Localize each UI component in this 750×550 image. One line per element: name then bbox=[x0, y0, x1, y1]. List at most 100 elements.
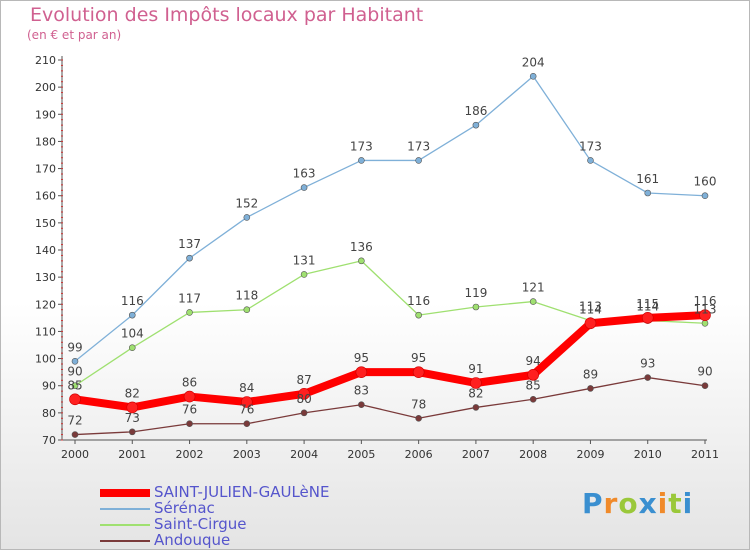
legend-swatch bbox=[100, 524, 150, 526]
series-point-3 bbox=[587, 385, 594, 392]
data-label-1: 99 bbox=[67, 340, 82, 354]
series-point-2 bbox=[415, 311, 422, 319]
series-line-3 bbox=[74, 376, 706, 436]
data-label-1: 173 bbox=[407, 139, 430, 153]
data-label-3: 85 bbox=[526, 378, 541, 392]
data-label-1: 163 bbox=[293, 167, 316, 181]
data-label-1: 204 bbox=[522, 55, 545, 69]
x-tick-label: 2005 bbox=[347, 448, 375, 461]
x-tick-label: 2010 bbox=[634, 448, 662, 461]
series-point-0 bbox=[412, 366, 425, 378]
series-point-0 bbox=[355, 366, 368, 378]
series-point-1 bbox=[529, 72, 537, 80]
data-label-2: 90 bbox=[67, 365, 82, 379]
series-line-1 bbox=[74, 75, 706, 362]
x-tick-label: 2001 bbox=[118, 448, 146, 461]
logo-letter: o bbox=[618, 487, 639, 520]
logo-letter: r bbox=[603, 487, 619, 520]
logo-letter: x bbox=[638, 487, 658, 520]
series-point-1 bbox=[472, 121, 480, 129]
logo-letter: t bbox=[668, 487, 683, 520]
series-point-1 bbox=[358, 157, 365, 164]
logo-letter: i bbox=[682, 487, 694, 520]
y-tick-label: 90 bbox=[42, 380, 56, 393]
data-label-0: 87 bbox=[296, 373, 311, 387]
data-label-3: 80 bbox=[296, 392, 311, 406]
data-label-0: 84 bbox=[239, 381, 254, 395]
data-label-2: 113 bbox=[579, 300, 602, 314]
series-point-2 bbox=[358, 257, 365, 265]
series-point-2 bbox=[701, 319, 709, 327]
logo-letter: i bbox=[657, 487, 669, 520]
data-label-3: 90 bbox=[697, 365, 712, 379]
data-label-1: 173 bbox=[350, 139, 373, 153]
series-point-0 bbox=[641, 312, 654, 324]
data-label-0: 95 bbox=[354, 351, 369, 365]
legend-swatch bbox=[100, 508, 150, 510]
series-point-1 bbox=[415, 157, 422, 164]
data-label-3: 83 bbox=[354, 384, 369, 398]
data-label-2: 136 bbox=[350, 240, 373, 254]
series-point-3 bbox=[128, 428, 136, 436]
data-label-3: 73 bbox=[125, 411, 140, 425]
y-tick-label: 120 bbox=[35, 298, 56, 311]
data-label-3: 76 bbox=[239, 403, 254, 417]
y-tick-label: 140 bbox=[35, 244, 56, 257]
x-tick-label: 2003 bbox=[233, 448, 261, 461]
series-point-1 bbox=[71, 357, 79, 365]
legend-swatch bbox=[100, 489, 150, 497]
y-tick-label: 190 bbox=[35, 108, 56, 121]
legend-swatch bbox=[100, 540, 150, 542]
logo-letter: P bbox=[582, 487, 604, 520]
data-label-1: 161 bbox=[636, 172, 659, 186]
data-label-0: 91 bbox=[468, 362, 483, 376]
data-label-2: 113 bbox=[694, 302, 717, 316]
series-point-0 bbox=[527, 369, 539, 381]
series-point-3 bbox=[358, 401, 365, 409]
y-tick-label: 80 bbox=[42, 407, 56, 420]
series-point-0 bbox=[470, 377, 482, 389]
data-label-3: 93 bbox=[640, 357, 655, 371]
data-label-0: 95 bbox=[411, 351, 426, 365]
y-tick-label: 110 bbox=[35, 325, 56, 338]
y-tick-label: 130 bbox=[35, 271, 56, 284]
series-point-0 bbox=[298, 388, 310, 400]
legend-label: SAINT-JULIEN-GAULèNE bbox=[154, 483, 330, 501]
y-tick-label: 150 bbox=[35, 217, 56, 230]
data-label-1: 152 bbox=[235, 196, 258, 210]
data-label-2: 119 bbox=[464, 286, 487, 300]
data-label-3: 72 bbox=[67, 414, 82, 428]
data-label-0: 114 bbox=[579, 302, 602, 316]
data-label-2: 121 bbox=[522, 281, 545, 295]
data-label-3: 78 bbox=[411, 397, 426, 411]
series-point-3 bbox=[472, 404, 480, 411]
series-line-0 bbox=[71, 311, 709, 412]
data-label-0: 116 bbox=[694, 294, 717, 308]
y-tick-label: 180 bbox=[35, 135, 56, 148]
y-tick-label: 200 bbox=[35, 81, 56, 94]
data-label-2: 114 bbox=[636, 300, 659, 314]
legend-label: Sérénac bbox=[154, 499, 215, 517]
series-point-2 bbox=[243, 306, 251, 314]
series-point-1 bbox=[644, 189, 652, 197]
data-label-2: 116 bbox=[407, 294, 430, 308]
chart-subtitle: (en € et par an) bbox=[27, 28, 122, 42]
series-point-0 bbox=[699, 309, 711, 321]
data-label-1: 173 bbox=[579, 139, 602, 153]
series-point-0 bbox=[69, 393, 81, 406]
series-point-2 bbox=[472, 303, 480, 311]
series-point-0 bbox=[584, 317, 597, 330]
x-tick-label: 2008 bbox=[519, 448, 547, 461]
series-point-1 bbox=[300, 184, 308, 191]
data-label-1: 160 bbox=[694, 175, 717, 189]
data-label-2: 131 bbox=[293, 253, 316, 267]
data-label-1: 186 bbox=[464, 104, 487, 118]
data-label-0: 94 bbox=[526, 354, 541, 368]
data-label-0: 85 bbox=[67, 378, 82, 392]
x-tick-label: 2011 bbox=[691, 448, 719, 461]
series-point-2 bbox=[128, 344, 136, 352]
y-tick-label: 70 bbox=[42, 434, 56, 447]
series-point-3 bbox=[71, 431, 79, 438]
